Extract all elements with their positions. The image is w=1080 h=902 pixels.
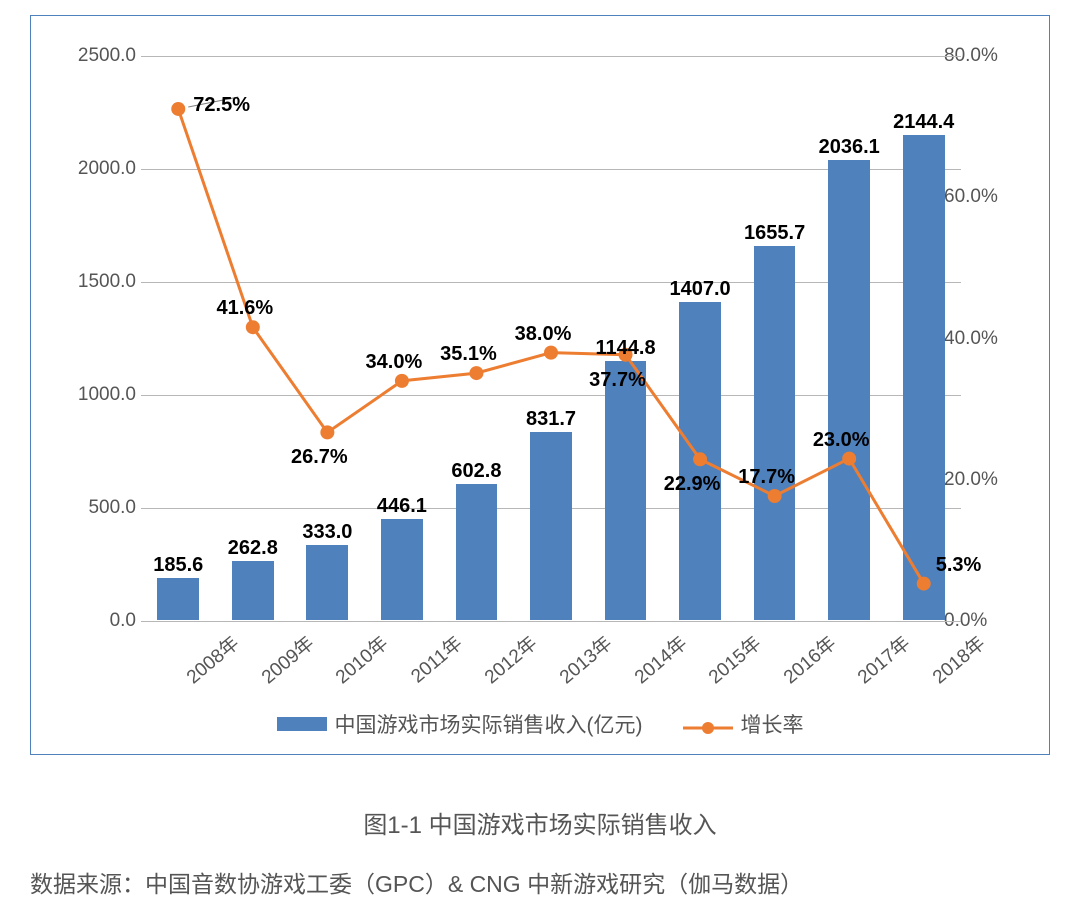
line-marker (320, 425, 334, 439)
bar-value-label: 1407.0 (669, 278, 730, 301)
x-tick: 2013年 (553, 629, 617, 689)
y-left-tick: 2000.0 (36, 158, 136, 180)
line-marker (544, 346, 558, 360)
growth-pct-label: 22.9% (664, 473, 721, 496)
x-tick: 2009年 (255, 629, 319, 689)
growth-pct-label: 35.1% (440, 343, 497, 366)
gridline (141, 621, 961, 622)
plot-area: 185.6 262.8 333.0 446.1 602.8 831.7 1144.8 1407… (141, 56, 961, 621)
x-tick: 2014年 (627, 629, 691, 689)
x-tick: 2011年 (404, 629, 467, 688)
x-tick: 2010年 (329, 629, 393, 689)
line-marker (469, 366, 483, 380)
bar-value-label: 262.8 (228, 537, 278, 560)
bar-value-label: 446.1 (377, 495, 427, 518)
bar-value-label: 2036.1 (819, 136, 880, 159)
line-marker (693, 452, 707, 466)
x-axis-labels: 2008年2009年2010年2011年2012年2013年2014年2015年… (141, 624, 961, 684)
figure-caption: 图1-1 中国游戏市场实际销售收入 (0, 805, 1080, 840)
y-left-tick: 0.0 (36, 610, 136, 632)
legend-label-line: 增长率 (741, 709, 804, 739)
x-tick: 2016年 (776, 629, 840, 689)
growth-pct-label: 37.7% (589, 369, 646, 392)
y-axis-left: 0.0500.01000.01500.02000.02500.0 (36, 56, 136, 621)
x-tick: 2018年 (925, 629, 989, 689)
data-source: 数据来源：中国音数协游戏工委（GPC）& CNG 中新游戏研究（伽马数据） (30, 865, 803, 899)
line-marker (768, 489, 782, 503)
x-tick: 2017年 (851, 629, 915, 689)
legend-label-bars: 中国游戏市场实际销售收入(亿元) (335, 709, 643, 739)
bar-value-label: 602.8 (451, 460, 501, 483)
x-tick: 2015年 (702, 629, 766, 689)
growth-pct-label: 72.5% (193, 94, 250, 117)
bar-value-label: 185.6 (153, 554, 203, 577)
y-left-tick: 500.0 (36, 497, 136, 519)
bar-value-label: 1144.8 (595, 337, 655, 360)
legend: 中国游戏市场实际销售收入(亿元) 增长率 (31, 699, 1049, 749)
line-marker (842, 452, 856, 466)
line-marker (171, 102, 185, 116)
y-left-tick: 1000.0 (36, 384, 136, 406)
growth-pct-label: 5.3% (936, 554, 982, 577)
legend-item-line: 增长率 (683, 709, 804, 739)
growth-pct-label: 23.0% (813, 429, 870, 452)
y-left-tick: 1500.0 (36, 271, 136, 293)
chart-container: 0.0500.01000.01500.02000.02500.0 0.0%20.… (30, 15, 1050, 755)
line-marker (917, 577, 931, 591)
growth-pct-label: 17.7% (738, 466, 795, 489)
bar-value-label: 2144.4 (893, 111, 954, 134)
line-marker (395, 374, 409, 388)
growth-pct-label: 26.7% (291, 446, 348, 469)
growth-pct-label: 38.0% (515, 323, 572, 346)
growth-pct-label: 41.6% (216, 297, 273, 320)
page: 0.0500.01000.01500.02000.02500.0 0.0%20.… (0, 0, 1080, 902)
line-marker (246, 320, 260, 334)
bar-value-label: 1655.7 (744, 222, 805, 245)
legend-item-bars: 中国游戏市场实际销售收入(亿元) (277, 709, 643, 739)
bar-value-label: 831.7 (526, 408, 576, 431)
growth-pct-label: 34.0% (366, 351, 423, 374)
x-tick: 2012年 (478, 629, 542, 689)
y-left-tick: 2500.0 (36, 45, 136, 67)
legend-bar-swatch (277, 717, 327, 731)
bar-value-label: 333.0 (302, 521, 352, 544)
legend-line-swatch (683, 717, 733, 731)
x-tick: 2008年 (180, 629, 244, 689)
